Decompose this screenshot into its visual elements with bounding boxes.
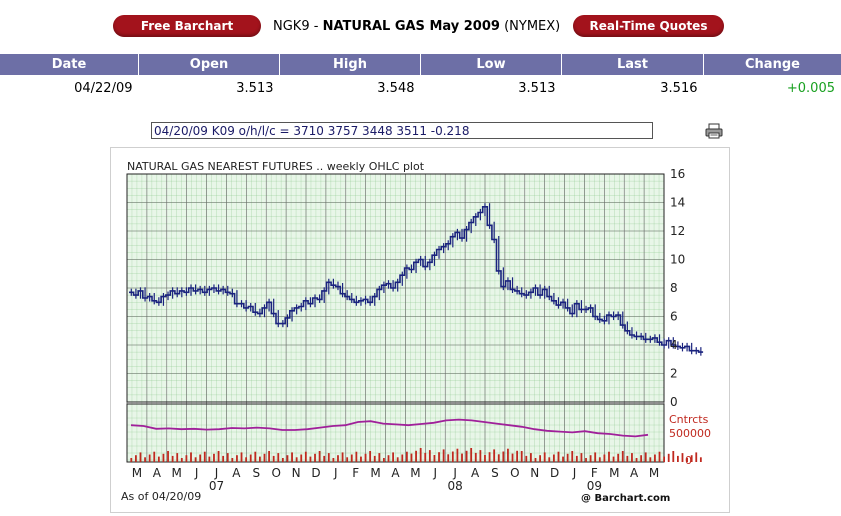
col-header-high: High [280,54,421,75]
quote-row: 04/22/09 3.513 3.548 3.513 3.516 +0.005 [0,75,841,96]
col-header-date: Date [0,54,139,75]
cell-date: 04/22/09 [0,75,139,96]
x-tick-label: M [172,466,182,480]
y-tick-label: 0 [670,395,678,409]
x-tick-label: N [530,466,539,480]
barchart-watermark: @ Barchart.com [581,493,670,504]
x-tick-label: S [252,466,260,480]
printer-icon[interactable] [705,123,723,139]
ohlc-quote-line: 04/20/09 K09 o/h/l/c = 3710 3757 3448 35… [151,122,653,139]
page-title: NGK9 - NATURAL GAS May 2009 (NYMEX) [273,19,560,34]
x-tick-label: A [630,466,639,480]
x-tick-label: J [333,466,338,480]
x-tick-label: A [232,466,241,480]
chart-title: NATURAL GAS NEAREST FUTURES .. weekly OH… [127,160,425,173]
cell-last: 3.516 [562,75,704,96]
y-tick-label: 4 [670,338,678,352]
year-label: 09 [587,479,602,493]
x-tick-label: M [132,466,142,480]
x-tick-label: M [649,466,659,480]
symbol: NGK9 [273,19,310,34]
x-tick-label: O [510,466,519,480]
cell-high: 3.548 [280,75,421,96]
x-tick-label: M [609,466,619,480]
y-tick-label: 14 [670,196,685,210]
y-tick-label: 16 [670,167,685,181]
x-tick-label: M [370,466,380,480]
real-time-quotes-button[interactable]: Real-Time Quotes [573,15,724,37]
x-tick-label: J [433,466,438,480]
x-tick-label: D [550,466,559,480]
x-tick-label: J [194,466,199,480]
col-header-open: Open [139,54,280,75]
quote-header-row: Date Open High Low Last Change [0,54,841,75]
oi-axis-value: 500000 [669,427,711,440]
quote-table: Date Open High Low Last Change 04/22/09 … [0,54,841,96]
year-label: 08 [448,479,463,493]
x-tick-label: N [292,466,301,480]
y-tick-label: 6 [670,310,678,324]
col-header-low: Low [421,54,562,75]
x-tick-label: S [491,466,499,480]
cell-low: 3.513 [421,75,562,96]
x-tick-label: A [391,466,400,480]
y-tick-label: 12 [670,224,685,238]
cell-change: +0.005 [704,75,841,96]
free-newsletters-button[interactable]: Free Barchart Newsletters [113,15,261,37]
col-header-change: Change [704,54,841,75]
x-tick-label: J [214,466,219,480]
title-separator: - [314,19,319,34]
oi-axis-label: Cntrcts [669,413,709,426]
x-tick-label: F [352,466,359,480]
volume-zero-label: 0 [685,454,692,467]
col-header-last: Last [562,54,704,75]
x-tick-label: A [471,466,480,480]
x-tick-label: J [572,466,577,480]
y-tick-label: 10 [670,253,685,267]
y-tick-label: 2 [670,367,678,381]
cell-open: 3.513 [139,75,280,96]
y-tick-label: 8 [670,281,678,295]
contract-name: NATURAL GAS May 2009 [323,19,500,34]
x-tick-label: A [153,466,162,480]
x-tick-label: D [311,466,320,480]
year-label: 07 [209,479,224,493]
x-tick-label: O [271,466,280,480]
exchange: (NYMEX) [504,19,560,34]
x-tick-label: M [410,466,420,480]
x-tick-label: F [591,466,598,480]
as-of-date: As of 04/20/09 [121,490,201,503]
x-tick-label: J [452,466,457,480]
